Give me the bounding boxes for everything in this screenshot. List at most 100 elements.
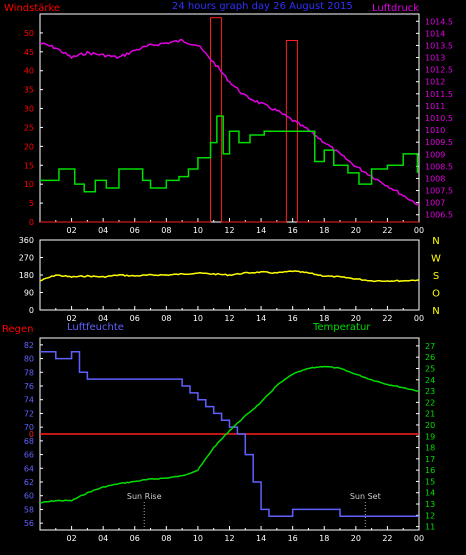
pressure-axis-label: 1009 [425, 150, 445, 159]
panel3-tick-label: 08 [161, 534, 171, 543]
humidity-axis-label: 64 [24, 464, 34, 473]
panel3-tick-label: 02 [66, 534, 76, 543]
panel1-frame [39, 13, 420, 223]
temperature-axis-label: 23 [425, 387, 435, 396]
humidity-axis-label: 56 [24, 519, 34, 528]
pressure-axis-label: 1014.5 [425, 17, 453, 26]
pressure-axis-label: 1010 [425, 126, 445, 135]
temperature-axis-label: 26 [425, 353, 435, 362]
pressure-series-line [39, 39, 420, 206]
pressure-title: Luftdruck [372, 3, 419, 14]
direction-series-line [39, 270, 420, 283]
panel2-tick-label: 16 [288, 314, 298, 323]
pressure-axis-label: 1007 [425, 199, 445, 208]
panel1-tick-label: 20 [351, 226, 361, 235]
humidity-axis-label: 76 [24, 382, 34, 391]
wind-axis-label: 50 [24, 29, 34, 38]
humidity-temperature-panel: 56 58 60 62 64 66 68 70 72 74 76 78 80 82 11 12 13 14 15 16… [24, 337, 435, 543]
pressure-axis-label: 1014 [425, 29, 445, 38]
pressure-axis-label: 1011 [425, 102, 445, 111]
humidity-axis-label: 66 [24, 451, 34, 460]
direction-axis-label: 0 [29, 306, 34, 315]
wind-axis-label: 0 [29, 218, 34, 227]
panel3-tick-label: 14 [256, 534, 266, 543]
temperature-axis-label: 25 [425, 364, 435, 373]
pressure-axis-label: 1012.5 [425, 66, 453, 75]
pressure-axis-label: 1013 [425, 54, 445, 63]
temperature-axis-label: 22 [425, 398, 435, 407]
panel1-tick-label: 14 [256, 226, 266, 235]
panel1-tick-label: 00 [414, 226, 424, 235]
sunrise-label: Sun Rise [127, 492, 162, 501]
wind-axis-label: 25 [24, 123, 34, 132]
temperature-axis-label: 19 [425, 432, 435, 441]
temperature-axis-label: 13 [425, 500, 435, 509]
panel3-tick-label: 18 [319, 534, 329, 543]
humidity-axis-label: 78 [24, 368, 34, 377]
panel3-tick-label: 10 [193, 534, 203, 543]
humidity-axis-label: 58 [24, 505, 34, 514]
sunset-label: Sun Set [350, 492, 381, 501]
panel3-tick-label: 04 [98, 534, 108, 543]
panel1-tick-label: 18 [319, 226, 329, 235]
wind-axis-label: 20 [24, 142, 34, 151]
panel3-tick-label: 00 [414, 534, 424, 543]
humidity-axis-label: 82 [24, 341, 34, 350]
temperature-axis-label: 14 [425, 489, 435, 498]
panel2-tick-label: 18 [319, 314, 329, 323]
temperature-axis-label: 12 [425, 511, 435, 520]
panel3-tick-label: 12 [224, 534, 234, 543]
compass-label: S [433, 271, 439, 282]
gust-series-line [40, 17, 419, 223]
temperature-axis-label: 18 [425, 444, 435, 453]
panel2-tick-label: 04 [98, 314, 108, 323]
panel1-tick-label: 04 [98, 226, 108, 235]
pressure-axis-label: 1013.5 [425, 41, 453, 50]
pressure-axis-label: 1009.5 [425, 138, 453, 147]
temperature-axis-label: 27 [425, 342, 435, 351]
wind-pressure-panel: 051015202530354045501006.510071007.51008… [24, 13, 453, 235]
rain-axis-label: 0 [29, 430, 34, 439]
rain-title: Regen [2, 324, 34, 335]
pressure-axis-label: 1008.5 [425, 162, 453, 171]
compass-label: N [432, 236, 439, 247]
temperature-title: Temperatur [312, 322, 371, 333]
panel2-tick-label: 14 [256, 314, 266, 323]
temperature-axis-label: 21 [425, 410, 435, 419]
temperature-series-line [39, 365, 420, 504]
panel2-tick-label: 20 [351, 314, 361, 323]
humidity-axis-label: 68 [24, 437, 34, 446]
compass-label: N [432, 306, 439, 317]
panel3-tick-label: 20 [351, 534, 361, 543]
humidity-title: Luftfeuchte [67, 322, 124, 333]
panel2-tick-label: 08 [161, 314, 171, 323]
pressure-axis-label: 1011.5 [425, 90, 453, 99]
panel1-tick-label: 06 [130, 226, 140, 235]
pressure-axis-label: 1008 [425, 174, 445, 183]
humidity-axis-label: 70 [24, 423, 34, 432]
wind-title: Windstärke [4, 3, 60, 14]
panel3-tick-label: 06 [130, 534, 140, 543]
temperature-axis-label: 11 [425, 523, 435, 532]
humidity-axis-label: 80 [24, 355, 34, 364]
panel2-tick-label: 06 [130, 314, 140, 323]
wind-axis-label: 10 [24, 180, 34, 189]
wind-axis-label: 15 [24, 161, 34, 170]
panel1-tick-label: 08 [161, 226, 171, 235]
temperature-axis-label: 20 [425, 421, 435, 430]
compass-label: O [432, 289, 440, 300]
temperature-axis-label: 17 [425, 455, 435, 464]
panel2-tick-label: 12 [224, 314, 234, 323]
temperature-axis-label: 15 [425, 477, 435, 486]
pressure-axis-label: 1007.5 [425, 187, 453, 196]
chart-title: 24 hours graph day 26 August 2015 [172, 1, 353, 12]
panel1-tick-label: 16 [288, 226, 298, 235]
direction-axis-label: 90 [24, 289, 34, 298]
pressure-axis-label: 1012 [425, 78, 445, 87]
humidity-axis-label: 60 [24, 492, 34, 501]
wind-axis-label: 45 [24, 48, 34, 57]
wind-axis-label: 30 [24, 105, 34, 114]
panel1-tick-label: 02 [66, 226, 76, 235]
